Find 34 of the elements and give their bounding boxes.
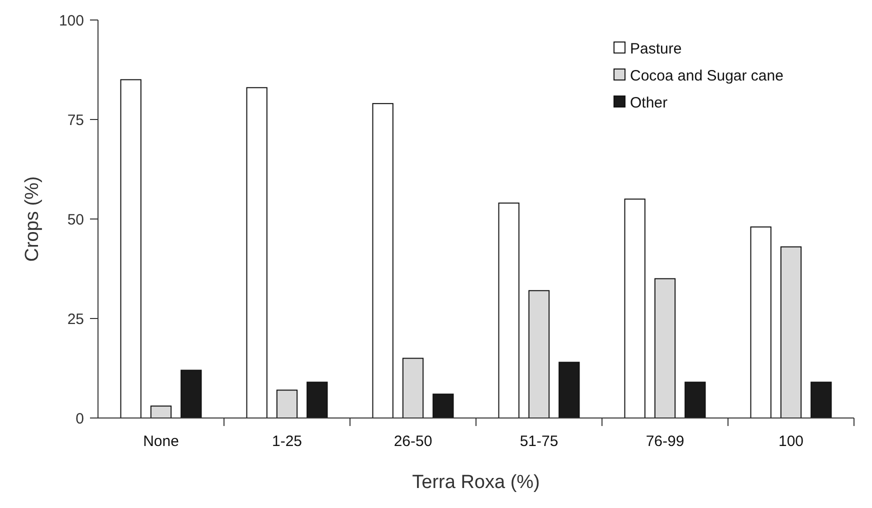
y-tick-label: 100: [58, 12, 84, 30]
bar: [558, 362, 580, 418]
legend-label: Other: [630, 94, 668, 112]
legend-label: Cocoa and Sugar cane: [630, 67, 784, 84]
bar: [810, 382, 832, 418]
x-tick-label: 1-25: [272, 433, 302, 450]
y-tick-label: 50: [67, 211, 84, 228]
y-axis-title: Crops (%): [22, 176, 43, 262]
x-tick-label: 100: [778, 433, 804, 450]
bar: [150, 406, 172, 418]
bar: [498, 202, 520, 418]
bar: [528, 290, 550, 418]
bar: [306, 382, 328, 418]
legend-label: Pasture: [630, 40, 682, 58]
x-tick-label: 76-99: [646, 433, 684, 450]
bar: [432, 394, 454, 418]
x-tick-label: 51-75: [520, 433, 558, 450]
x-tick-label: None: [143, 433, 179, 450]
y-tick-label: 25: [67, 310, 84, 328]
x-axis-title: Terra Roxa (%): [412, 472, 540, 493]
x-tick-label: 26-50: [394, 433, 432, 450]
bar: [654, 278, 676, 418]
y-tick-label: 0: [76, 410, 84, 428]
bar: [180, 370, 202, 418]
bar: [372, 103, 394, 418]
bar: [246, 87, 268, 418]
bar: [780, 246, 802, 418]
bar: [120, 79, 142, 418]
y-tick-label: 75: [67, 112, 84, 129]
bar: [624, 198, 646, 418]
bar: [402, 358, 424, 418]
bar: [684, 382, 706, 418]
bar: [276, 390, 298, 418]
bar: [750, 226, 772, 418]
